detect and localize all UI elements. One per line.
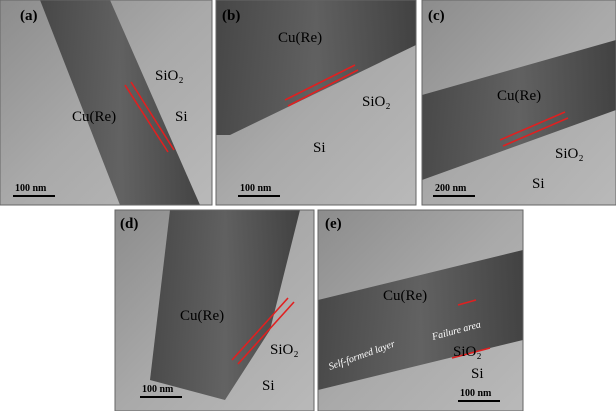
page: {"panels": [ {"label": "(a)", "scale_bar… [0,0,616,411]
tem-panel: (d) 100 nm Cu(Re) SiO₂ Si [115,210,314,411]
annotation: Cu(Re) [278,30,322,46]
annotation: Si [313,140,326,156]
scale-bar-label: 100 nm [460,388,492,399]
figure: (a) 100 nm SiO₂ Cu(Re) Si (b) 100 nm Cu(Re) SiO₂… [0,0,616,411]
panel-label: (d) [120,216,138,232]
annotation: SiO₂ [270,342,299,358]
annotation: Si [262,378,275,394]
tem-panel: (a) 100 nm SiO₂ Cu(Re) Si [0,0,212,205]
scale-bar-label: 100 nm [142,384,174,395]
annotation: Cu(Re) [72,109,116,125]
annotation: Cu(Re) [497,88,541,104]
annotation: Si [532,176,545,192]
annotation: Cu(Re) [180,308,224,324]
panel-label: (a) [20,8,38,24]
annotation: SiO₂ [362,94,391,110]
annotation: SiO₂ [555,146,584,162]
panel-label: (e) [325,216,342,232]
annotation: Cu(Re) [383,288,427,304]
scale-bar-label: 100 nm [15,183,47,194]
tem-panel: (c) 200 nm Cu(Re) SiO₂ Si [422,0,616,205]
annotation: Si [471,366,484,382]
scale-bar-label: 100 nm [240,183,272,194]
panel-label: (b) [222,8,240,24]
annotation: SiO₂ [155,68,184,84]
tem-panel: (b) 100 nm Cu(Re) SiO₂ Si [216,0,416,205]
annotation: SiO₂ [453,344,482,360]
panel-label: (c) [428,8,445,24]
annotation: Si [175,109,188,125]
scale-bar-label: 200 nm [435,183,467,194]
